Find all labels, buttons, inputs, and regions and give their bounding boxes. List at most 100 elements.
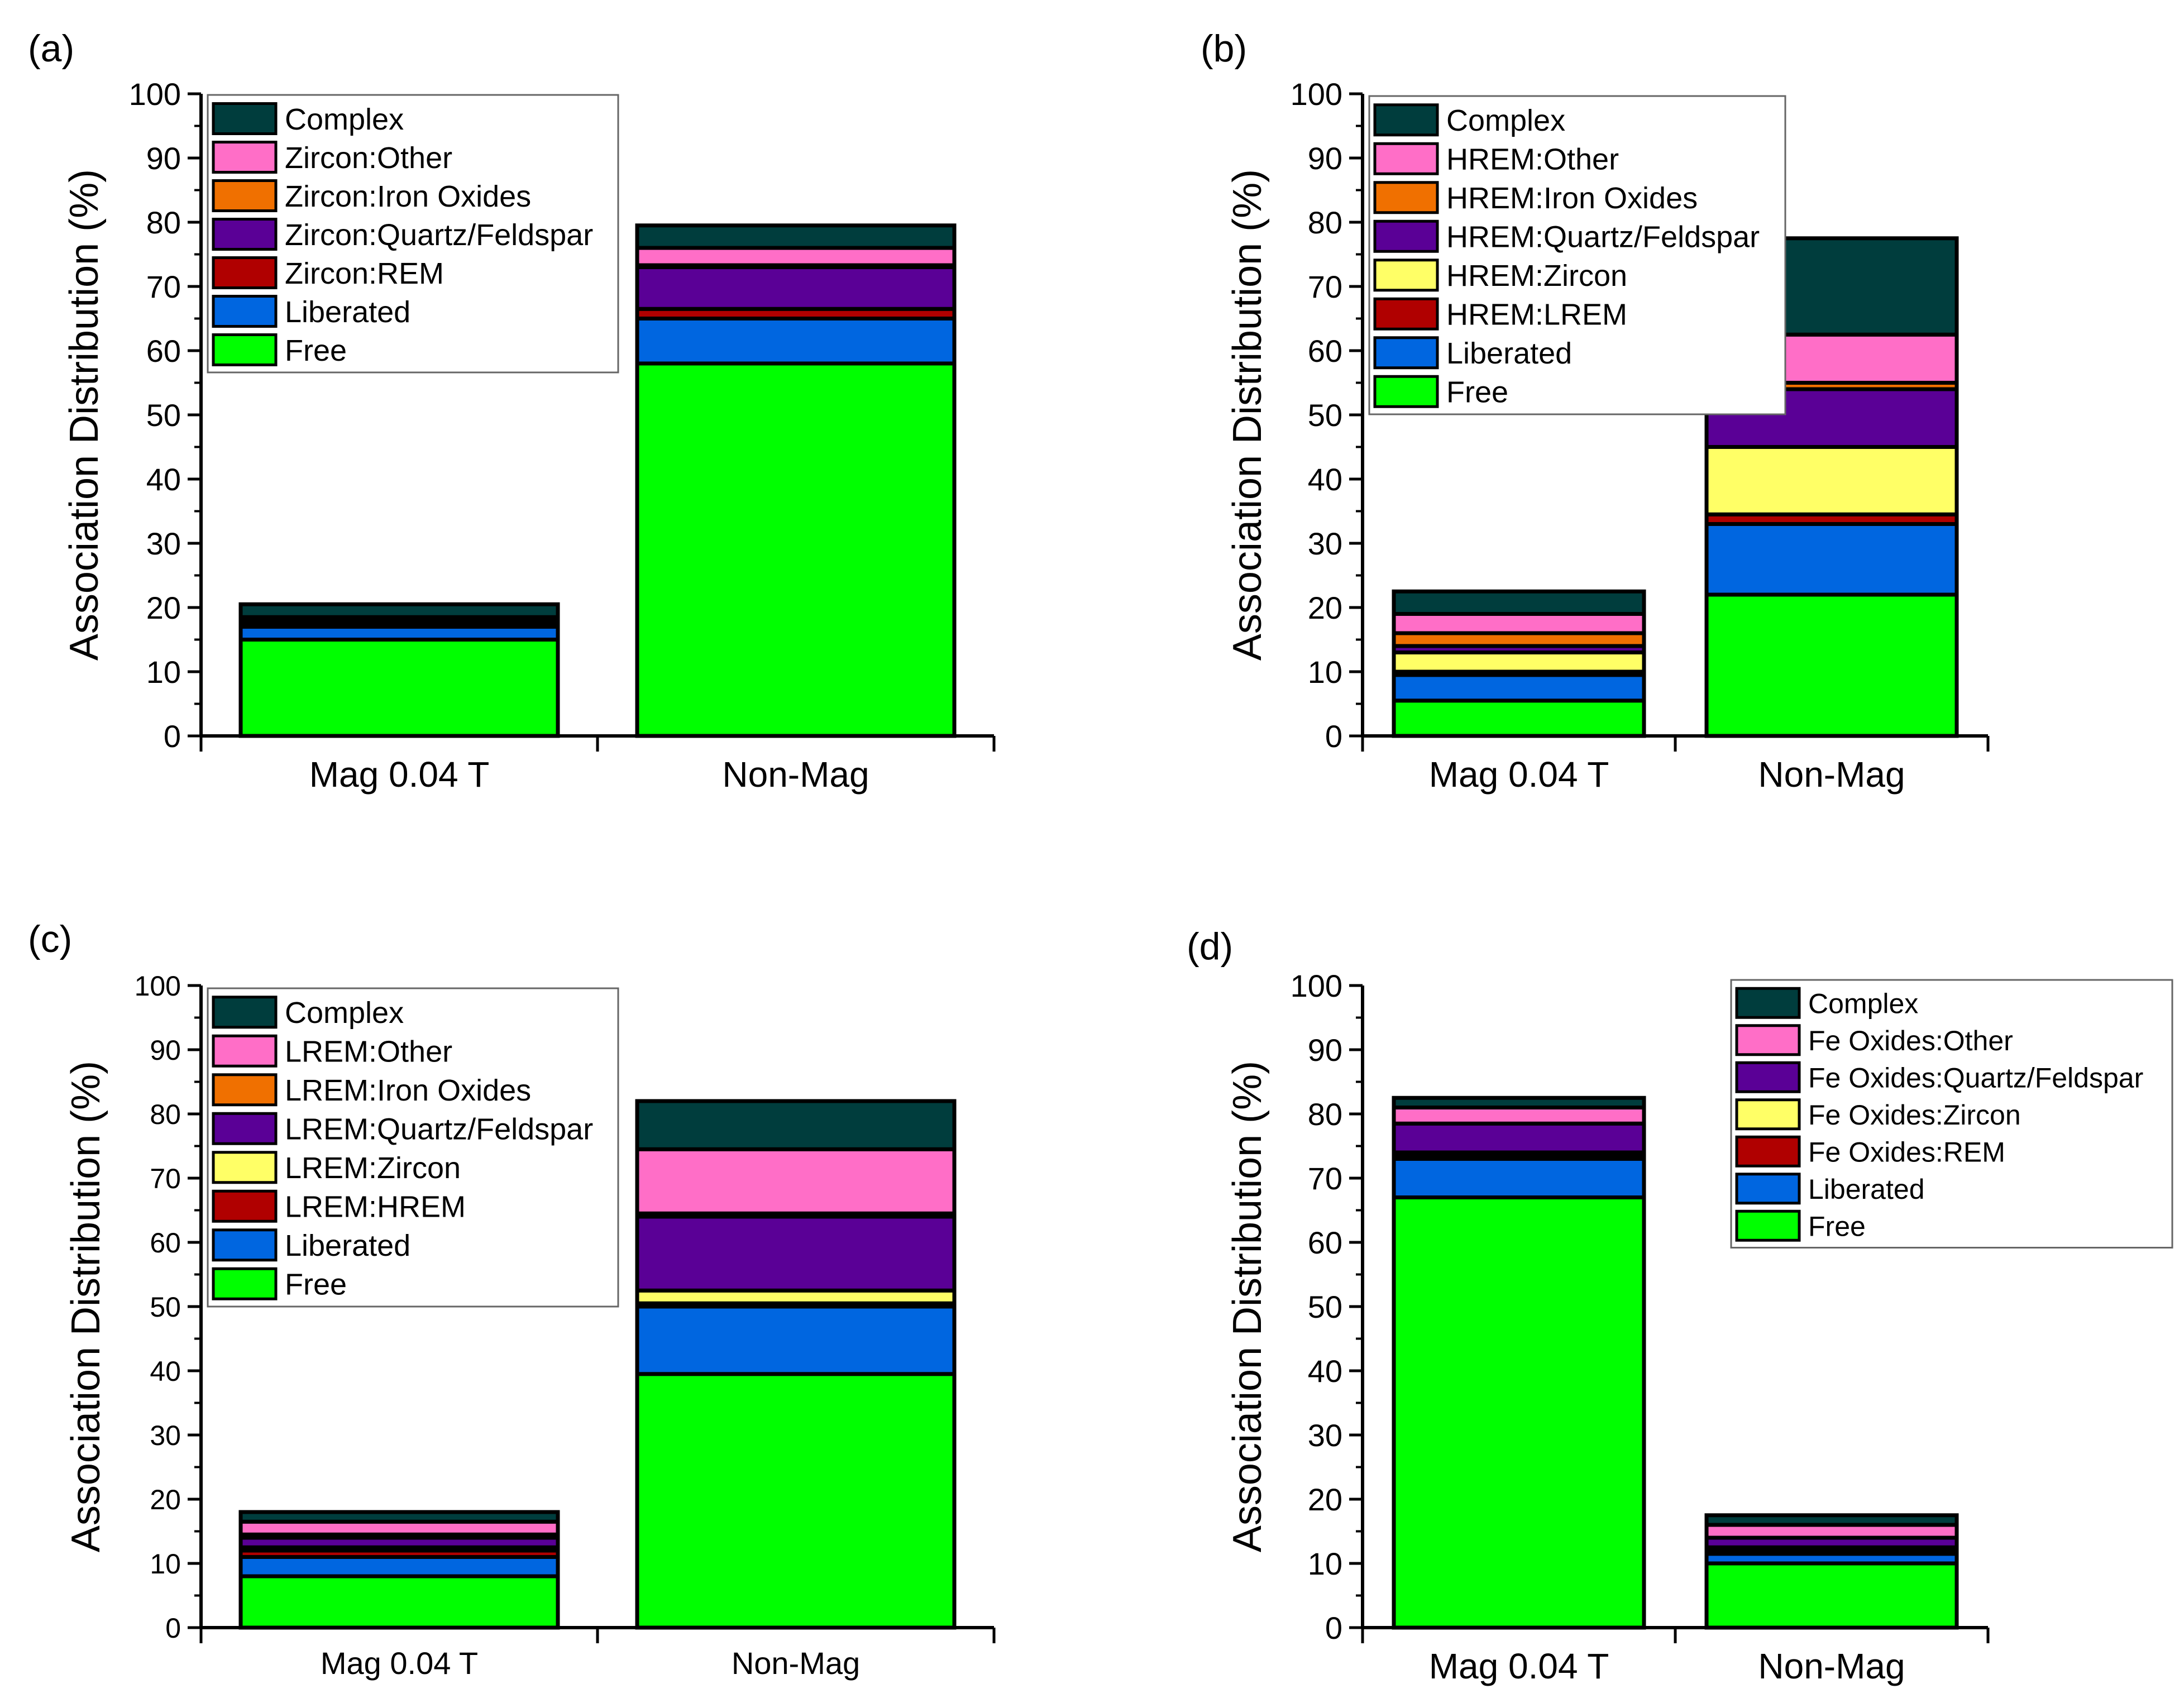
y-tick-label: 40 — [1308, 1353, 1342, 1389]
bar-segment — [238, 1510, 560, 1524]
y-tick-label: 40 — [1308, 462, 1342, 497]
x-tick-label: Non-Mag — [1758, 1646, 1905, 1686]
legend-entry: Fe Oxides:Quartz/Feldspar — [1808, 1062, 2143, 1093]
legend: Complex Fe Oxides:Other Fe Oxides:Quartz/F… — [1730, 979, 2173, 1248]
y-tick-label: 30 — [150, 1420, 181, 1451]
y-tick-label: 30 — [1308, 526, 1342, 561]
legend-entry: Complex — [285, 103, 404, 136]
y-tick-label: 80 — [146, 205, 181, 240]
legend-entry: Complex — [285, 996, 404, 1030]
legend-box — [1730, 979, 2173, 1248]
y-tick-label: 50 — [1308, 1289, 1342, 1324]
x-tick-label: Non-Mag — [722, 754, 869, 795]
y-tick-label: 60 — [1308, 1225, 1342, 1260]
bar-segment — [1392, 1195, 1646, 1630]
legend-entry: Fe Oxides:Zircon — [1808, 1099, 2021, 1131]
legend-entry: Liberated — [1808, 1174, 1925, 1205]
legend: Complex Zircon:Other Zircon:Iron Oxides Zir… — [207, 94, 619, 374]
bar-segment — [1392, 612, 1646, 635]
bar-segment — [1704, 1561, 1959, 1630]
legend-entry: Liberated — [1446, 337, 1572, 370]
legend-entry: LREM:Quartz/Feldspar — [285, 1113, 593, 1146]
bar-segment — [238, 638, 560, 738]
y-tick-label: 90 — [146, 141, 181, 176]
y-axis-label: Association Distribution (%) — [62, 169, 107, 661]
legend-swatch — [1373, 375, 1439, 408]
y-tick-label: 100 — [1291, 968, 1342, 1003]
legend-swatch — [212, 1267, 278, 1300]
bar-segment — [635, 1304, 957, 1376]
legend-swatch — [212, 333, 278, 366]
y-tick-label: 10 — [146, 654, 181, 690]
panel-label: (a) — [28, 27, 74, 70]
x-tick-label: Mag 0.04 T — [309, 754, 490, 795]
legend-entry: HREM:Quartz/Feldspar — [1446, 221, 1760, 254]
x-tick-label: Non-Mag — [732, 1645, 860, 1681]
legend-swatch — [1735, 1209, 1801, 1242]
legend-entry: Complex — [1446, 104, 1565, 137]
legend-swatch — [1373, 219, 1439, 253]
y-tick-label: 70 — [150, 1163, 181, 1194]
legend-swatch — [212, 1034, 278, 1068]
legend-swatch — [212, 1112, 278, 1145]
panel-label: (b) — [1201, 27, 1247, 70]
y-tick-label: 90 — [150, 1035, 181, 1066]
panel-label: (c) — [28, 918, 72, 960]
y-tick-label: 100 — [1291, 76, 1342, 112]
legend-entry: LREM:Other — [285, 1035, 452, 1069]
y-axis-label: Association Distribution (%) — [1225, 1061, 1270, 1552]
y-tick-label: 80 — [1308, 1097, 1342, 1132]
x-tick-label: Non-Mag — [1758, 754, 1905, 795]
y-tick-label: 50 — [1308, 398, 1342, 433]
y-tick-label: 60 — [1308, 333, 1342, 369]
legend-entry: Zircon:REM — [285, 257, 444, 290]
bar-segment — [635, 1147, 957, 1216]
y-tick-label: 90 — [1308, 1032, 1342, 1068]
y-tick-label: 20 — [150, 1484, 181, 1515]
bars — [238, 1099, 957, 1630]
legend-entry: Zircon:Quartz/Feldspar — [285, 218, 593, 252]
legend-swatch — [212, 179, 278, 212]
legend-entry: Fe Oxides:Other — [1808, 1025, 2013, 1056]
legend-swatch — [212, 141, 278, 174]
legend-entry: HREM:Zircon — [1446, 259, 1627, 293]
y-tick-label: 70 — [1308, 269, 1342, 304]
y-tick-label: 40 — [150, 1356, 181, 1387]
bar-segment — [238, 602, 560, 619]
bar-segment — [635, 265, 957, 311]
y-tick-label: 50 — [146, 398, 181, 433]
y-tick-label: 30 — [1308, 1418, 1342, 1453]
legend-entry: Free — [1808, 1211, 1866, 1242]
chart-panel-3: (c) Association Distribution (%) 0 10 20 30 40… — [28, 918, 996, 1681]
y-tick-label: 70 — [146, 269, 181, 304]
legend-entry: LREM:Zircon — [285, 1151, 461, 1185]
y-tick-label: 90 — [1308, 141, 1342, 176]
bar-segment — [635, 246, 957, 267]
bar-segment — [1392, 650, 1646, 674]
y-tick-label: 60 — [150, 1227, 181, 1259]
legend-swatch — [1373, 103, 1439, 137]
legend-swatch — [1735, 1098, 1801, 1131]
y-tick-label: 80 — [150, 1099, 181, 1130]
legend-swatch — [1735, 1024, 1801, 1056]
bar-segment — [1704, 445, 1959, 516]
bar-segment — [635, 223, 957, 250]
y-tick-label: 30 — [146, 526, 181, 561]
legend-swatch — [1373, 297, 1439, 331]
legend-swatch — [1735, 1135, 1801, 1168]
legend-swatch — [212, 1073, 278, 1107]
bar-segment — [635, 1099, 957, 1151]
y-tick-label: 20 — [1308, 1482, 1342, 1517]
chart-panel-2: (b) Association Distribution (%) 0 10 20 30 40… — [1201, 27, 1990, 795]
legend-entry: Free — [1446, 376, 1508, 409]
legend-entry: Free — [285, 1268, 347, 1302]
x-tick-label: Mag 0.04 T — [1429, 754, 1609, 795]
y-tick-label: 20 — [146, 590, 181, 625]
y-tick-label: 0 — [164, 719, 181, 754]
legend-entry: Zircon:Iron Oxides — [285, 180, 531, 213]
legend-entry: Free — [285, 334, 347, 367]
legend-entry: HREM:Iron Oxides — [1446, 181, 1698, 215]
legend-entry: HREM:LREM — [1446, 298, 1627, 332]
bar-segment — [635, 1372, 957, 1630]
